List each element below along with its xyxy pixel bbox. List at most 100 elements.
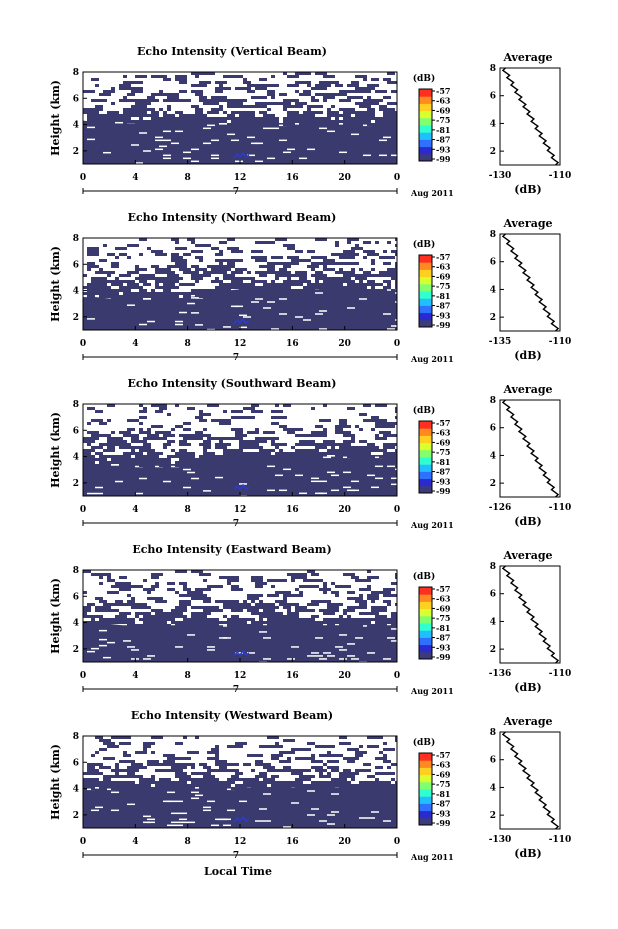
- echo-gap: [91, 809, 99, 812]
- echo-pixel: [299, 277, 307, 280]
- echo-pixel: [327, 760, 339, 763]
- echo-pixel: [187, 238, 195, 241]
- echo-pixel: [127, 298, 131, 301]
- echo-gap: [263, 127, 271, 130]
- echo-pixel: [315, 111, 319, 114]
- echo-pixel: [159, 621, 163, 624]
- echo-pixel: [167, 431, 171, 434]
- echo-pixel: [115, 763, 119, 766]
- echo-pixel: [223, 763, 227, 766]
- echo-pixel: [95, 597, 103, 600]
- echo-pixel: [187, 123, 191, 126]
- echo-pixel: [319, 775, 327, 778]
- echo-pixel: [311, 407, 315, 410]
- echo-pixel: [327, 772, 331, 775]
- echo-pixel: [379, 609, 387, 612]
- echo-pixel: [347, 407, 355, 410]
- colorbar-tick-label: -69: [436, 603, 451, 613]
- month-label: Aug 2011: [410, 354, 454, 364]
- echo-pixel: [215, 123, 219, 126]
- echo-pixel: [251, 787, 255, 790]
- echo-pixel: [299, 591, 303, 594]
- echo-gap: [139, 323, 147, 326]
- echo-pixel: [263, 241, 271, 244]
- echo-pixel: [315, 452, 327, 455]
- echo-pixel: [395, 573, 397, 576]
- echo-pixel: [343, 775, 355, 778]
- echo-pixel: [131, 437, 139, 440]
- echo-pixel: [307, 742, 315, 745]
- echo-pixel: [163, 778, 171, 781]
- echo-gap: [187, 471, 195, 474]
- colorbar-tick-label: -75: [436, 115, 450, 125]
- echo-pixel: [83, 615, 87, 618]
- echo-pixel: [363, 404, 371, 407]
- echo-gap: [395, 319, 403, 321]
- echo-pixel: [175, 292, 187, 295]
- colorbar-swatch: [419, 305, 432, 314]
- echo-pixel: [279, 751, 287, 754]
- echo-pixel: [95, 573, 103, 576]
- echo-gap: [379, 139, 387, 142]
- echo-pixel: [103, 781, 115, 784]
- echo-pixel: [119, 582, 131, 585]
- echo-pixel: [83, 781, 87, 784]
- echo-pixel: [163, 760, 175, 763]
- echo-pixel: [359, 440, 367, 443]
- echo-pixel: [239, 446, 247, 449]
- echo-pixel: [235, 455, 239, 458]
- echo-pixel: [379, 105, 387, 108]
- echo-pixel: [375, 615, 387, 618]
- echo-pixel: [271, 120, 275, 123]
- echo-pixel: [331, 603, 339, 606]
- echo-pixel: [123, 292, 135, 295]
- echo-pixel: [151, 576, 159, 579]
- x-tick-label: 8: [185, 339, 191, 349]
- echo-pixel: [259, 87, 267, 90]
- echo-gap: [255, 820, 263, 822]
- echo-pixel: [383, 431, 387, 434]
- echo-pixel: [259, 775, 263, 778]
- echo-pixel: [179, 81, 187, 84]
- echo-pixel: [299, 778, 311, 781]
- colorbar-tick-label: -63: [436, 594, 451, 604]
- echo-pixel: [359, 123, 363, 126]
- echo-pixel: [287, 286, 291, 289]
- colorbar-swatch: [419, 789, 432, 797]
- echo-pixel: [211, 452, 215, 455]
- echo-pixel: [223, 787, 231, 790]
- profile-x-tick-label: -110: [549, 669, 572, 679]
- echo-pixel: [371, 78, 379, 81]
- echo-pixel: [159, 787, 163, 790]
- echo-pixel: [107, 603, 115, 606]
- echo-pixel: [303, 259, 311, 262]
- echo-pixel: [323, 455, 327, 458]
- echo-gap: [143, 150, 151, 152]
- echo-gap: [347, 643, 355, 645]
- echo-pixel: [127, 434, 139, 437]
- echo-pixel: [295, 259, 303, 262]
- echo-pixel: [199, 573, 211, 576]
- echo-pixel: [355, 75, 367, 78]
- echo-pixel: [219, 422, 231, 425]
- echo-pixel: [231, 606, 243, 609]
- echo-pixel: [227, 443, 231, 446]
- echo-pixel: [271, 440, 275, 443]
- echo-pixel: [339, 268, 343, 271]
- echo-pixel: [287, 84, 299, 87]
- echo-pixel: [147, 452, 151, 455]
- echo-pixel: [147, 292, 155, 295]
- echo-gap: [155, 139, 163, 142]
- echo-pixel: [271, 410, 283, 413]
- echo-pixel: [159, 612, 171, 615]
- echo-pixel: [331, 105, 335, 108]
- echo-pixel: [287, 609, 291, 612]
- echo-gap: [255, 160, 263, 163]
- echo-gap: [251, 301, 259, 303]
- echo-pixel: [127, 289, 131, 292]
- echo-gap: [307, 655, 315, 657]
- echo-pixel: [87, 283, 99, 286]
- x-tick-label: 8: [185, 505, 191, 515]
- echo-gap: [387, 465, 395, 468]
- echo-gap: [299, 492, 307, 495]
